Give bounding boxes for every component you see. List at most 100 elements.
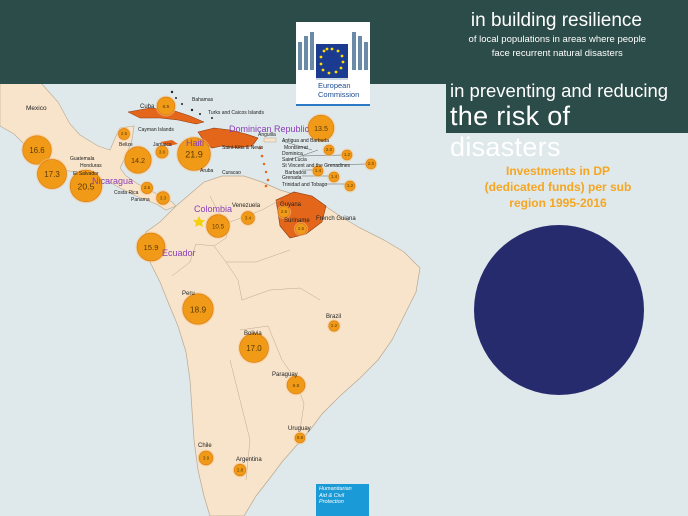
bubble-value: 2.6 xyxy=(281,209,288,214)
investments-line2: (dedicated funds) per sub xyxy=(484,180,632,194)
bubble-value: 0.9 xyxy=(297,435,304,440)
label-dominican-republic: Dominican Republic xyxy=(229,124,310,134)
title-building-resilience: in building resilience xyxy=(470,10,642,31)
bubble-value: 2.0 xyxy=(368,161,375,166)
label-chile: Chile xyxy=(198,443,212,449)
bubble-ecuador: 15.9 xyxy=(135,231,167,263)
bubble-value: 3.0 xyxy=(159,149,166,154)
label-panama: Panama xyxy=(131,197,150,203)
investments-line1: Investments in DP xyxy=(505,164,611,178)
label-st-vincent: St Vincent and the Grenadines xyxy=(282,163,351,169)
hum-line3: Protection xyxy=(319,499,344,505)
bubble-circle xyxy=(177,137,211,171)
bubble-circle xyxy=(241,211,255,225)
bubble-haiti: 21.9 xyxy=(176,136,212,172)
bubble-panama: 3.3 xyxy=(155,190,171,206)
bubble-value: 13.5 xyxy=(314,126,328,133)
label-argentina: Argentina xyxy=(236,457,262,463)
bubble-value: 1.2 xyxy=(344,152,351,157)
label-brazil: Brazil xyxy=(326,314,341,320)
bubble-venezuela: 3.4 xyxy=(240,210,256,226)
label-montserrat: Montserrat xyxy=(284,145,309,151)
label-bahamas: Bahamas xyxy=(192,97,214,103)
bubble-circle xyxy=(69,169,103,203)
bubble-value: 3.4 xyxy=(245,215,252,220)
bubble-barbados: 1.4 xyxy=(311,164,325,178)
bubble-circle xyxy=(156,191,170,205)
label-ecuador: Ecuador xyxy=(162,248,196,258)
bubble-value: 17.0 xyxy=(246,344,262,353)
label-dominica: Dominica xyxy=(282,151,303,157)
bubble-uruguay: 0.9 xyxy=(293,431,307,445)
label-guatemala: Guatemala xyxy=(70,156,95,162)
bubble-value: 2.2 xyxy=(331,323,338,328)
label-french-guiana: French Guiana xyxy=(316,216,356,222)
bubble-circle xyxy=(206,214,230,238)
european-commission-logo xyxy=(296,22,370,106)
bubble-trinidad: 1.2 xyxy=(343,179,357,193)
bubble-value: 1.4 xyxy=(315,168,322,173)
bubble-value: 3.9 xyxy=(203,456,210,461)
investment-chart-circle xyxy=(474,225,644,395)
label-curacao: Curacao xyxy=(222,170,241,176)
bubble-circle xyxy=(37,159,67,189)
bubble-circle xyxy=(136,232,166,262)
bubble-grenada: 1.4 xyxy=(327,170,341,184)
subtitle: of local populations in areas where peop… xyxy=(469,33,646,61)
bubble-circle xyxy=(155,145,169,159)
bubble-circle xyxy=(182,293,214,325)
bubble-suriname: 2.5 xyxy=(293,221,309,237)
bubble-circle xyxy=(124,146,152,174)
label-grenada: Grenada xyxy=(282,175,302,181)
bubble-value: 10.5 xyxy=(212,223,225,230)
bubble-value: 14.2 xyxy=(131,156,145,165)
humanitarian-aid-logo: Humanitarian Aid & Civil Protection xyxy=(316,484,369,516)
bubble-peru: 18.9 xyxy=(181,292,215,326)
label-bolivia: Bolivia xyxy=(244,331,262,337)
label-colombia: Colombia xyxy=(194,204,232,214)
bubble-circle xyxy=(307,114,335,142)
label-mexico: Mexico xyxy=(26,105,47,112)
label-haiti: Haiti xyxy=(186,138,204,148)
bubble-circle xyxy=(312,165,324,177)
bubble-bolivia: 17.0 xyxy=(238,332,270,364)
bubble-circle xyxy=(344,180,356,192)
bubble-circle xyxy=(328,320,340,332)
label-trinidad: Trinidad and Tobago xyxy=(282,182,328,188)
bubble-brazil: 2.2 xyxy=(327,319,341,333)
label-saint-kitts: Saint Kitts & Nevis xyxy=(222,145,264,151)
label-costa-rica: Costa Rica xyxy=(114,190,139,196)
bubble-circle xyxy=(22,135,52,165)
investments-title: Investments in DP (dedicated funds) per … xyxy=(460,163,656,211)
bubble-value: 6.5 xyxy=(293,383,300,389)
guianas-shape xyxy=(275,191,327,239)
bubble-value: 17.3 xyxy=(44,170,60,179)
bubble-value: 1.4 xyxy=(331,174,338,179)
bubble-value: 3.3 xyxy=(160,195,167,200)
ec-line1: European xyxy=(318,81,351,90)
bubble-circle xyxy=(294,432,306,444)
subtitle-line2: face recurrent natural disasters xyxy=(491,48,623,59)
label-anguilla: Anguilla xyxy=(258,132,276,138)
label-antigua: Antigua and Barbuda xyxy=(282,138,329,144)
bubble-circle xyxy=(233,463,247,477)
hum-line1: Humanitarian xyxy=(319,486,352,492)
label-honduras: Honduras xyxy=(80,163,102,169)
investments-line3: region 1995-2016 xyxy=(509,196,607,210)
bubble-circle xyxy=(278,206,290,218)
bubble-stvincent: 2.0 xyxy=(364,157,378,171)
bubble-circle xyxy=(328,171,340,183)
bubble-jamaica: 3.0 xyxy=(154,144,170,160)
bubble-circle xyxy=(286,375,306,395)
bubble-circle xyxy=(341,149,353,161)
bubble-value: 16.6 xyxy=(29,146,45,155)
label-saint-lucia: Saint Lucia xyxy=(282,157,307,163)
label-guyana: Guyana xyxy=(280,202,302,208)
subtitle-line1: of local populations in areas where peop… xyxy=(468,34,646,45)
bubble-value: 2.5 xyxy=(298,226,305,231)
label-venezuela: Venezuela xyxy=(232,203,261,209)
bubble-chile: 3.9 xyxy=(197,449,215,467)
hum-line2: Aid & Civil xyxy=(319,492,345,499)
bubble-value: 2.6 xyxy=(144,185,151,190)
label-cayman: Cayman Islands xyxy=(138,127,174,133)
